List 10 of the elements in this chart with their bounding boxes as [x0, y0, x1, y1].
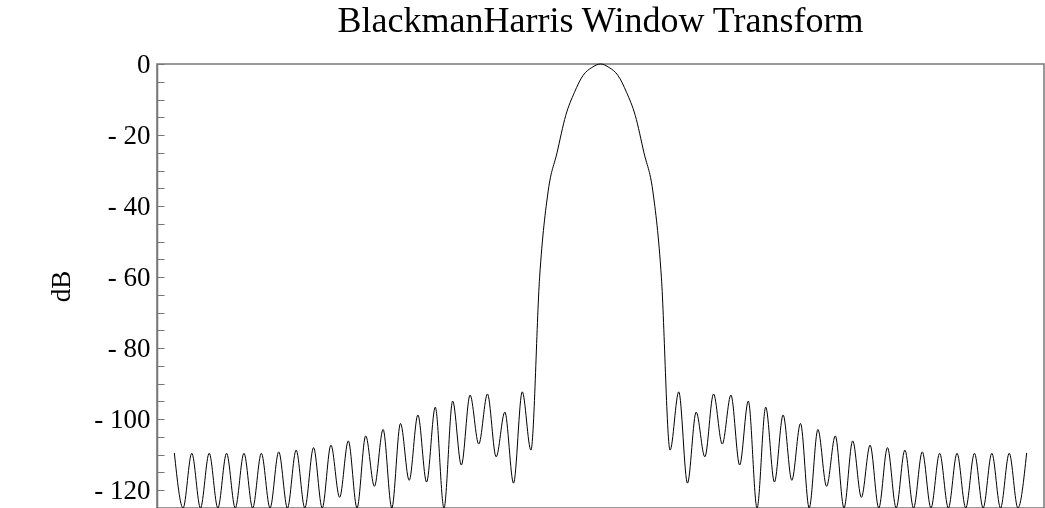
y-tick-label: 0	[137, 48, 151, 79]
y-tick-label: - 120	[94, 474, 151, 505]
y-tick-label: - 80	[107, 332, 151, 363]
y-tick-label: - 40	[107, 190, 151, 221]
y-tick-label: - 20	[107, 119, 151, 150]
line-series	[173, 63, 1028, 508]
y-tick-label: - 60	[107, 261, 151, 292]
y-tick-label: - 100	[94, 403, 151, 434]
chart-title: BlackmanHarris Window Transform	[337, 0, 864, 40]
y-axis-title: dB	[46, 270, 77, 303]
